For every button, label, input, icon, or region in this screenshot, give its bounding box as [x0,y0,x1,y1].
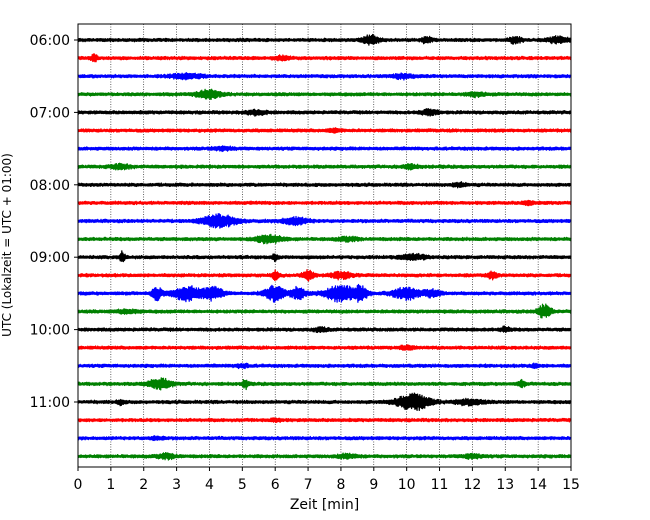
y-tick-label-1: 07:00 [30,105,70,121]
y-axis-label: UTC (Lokalzeit = UTC + 01:00) [0,153,14,337]
trace-1145 [77,451,572,461]
x-tick-label-2: 2 [139,477,148,493]
trace-1115 [77,417,572,424]
x-tick-label-13: 13 [496,477,514,493]
y-tick-label-0: 06:00 [30,33,70,49]
x-axis-label: Zeit [min] [290,497,359,513]
x-tick-label-15: 15 [562,477,580,493]
y-axis-ticks: 06:00 07:00 08:00 09:00 10:00 11:00 [30,33,78,411]
x-axis-ticks: 0 1 2 3 4 5 6 7 8 9 10 11 12 13 14 15 [74,467,580,493]
trace-0630 [77,72,572,81]
trace-1130 [77,435,572,442]
x-tick-label-4: 4 [205,477,214,493]
seismogram-traces [77,33,572,461]
trace-0945 [77,303,572,319]
trace-1045 [77,377,572,391]
y-tick-label-4: 10:00 [30,323,70,339]
trace-0845 [77,233,572,245]
trace-0915 [77,269,572,282]
x-tick-label-11: 11 [431,477,449,493]
x-tick-label-8: 8 [336,477,345,493]
x-tick-label-3: 3 [172,477,181,493]
y-tick-label-3: 09:00 [30,250,70,266]
x-tick-label-0: 0 [74,477,83,493]
trace-1030 [77,362,572,370]
trace-0600 [77,33,572,46]
trace-0645 [77,88,572,101]
trace-0715 [77,127,572,134]
x-tick-label-14: 14 [529,477,547,493]
trace-0930 [77,283,572,303]
trace-0700 [77,108,572,117]
x-tick-label-9: 9 [369,477,378,493]
trace-0800 [77,181,572,189]
x-tick-label-5: 5 [238,477,247,493]
x-tick-label-6: 6 [271,477,280,493]
x-tick-label-1: 1 [106,477,115,493]
trace-0815 [77,199,572,207]
plot-background [78,24,571,467]
trace-0745 [77,162,572,171]
trace-1100 [77,392,572,411]
trace-0615 [77,53,572,63]
trace-0830 [77,213,572,229]
y-tick-label-2: 08:00 [30,178,70,194]
x-tick-label-12: 12 [463,477,481,493]
y-tick-label-5: 11:00 [30,395,70,411]
plot-frame [77,23,572,468]
x-tick-label-7: 7 [304,477,313,493]
trace-0900 [77,250,572,263]
trace-1000 [77,325,572,334]
trace-1015 [77,344,572,351]
trace-0730 [77,145,572,153]
x-tick-label-10: 10 [398,477,416,493]
